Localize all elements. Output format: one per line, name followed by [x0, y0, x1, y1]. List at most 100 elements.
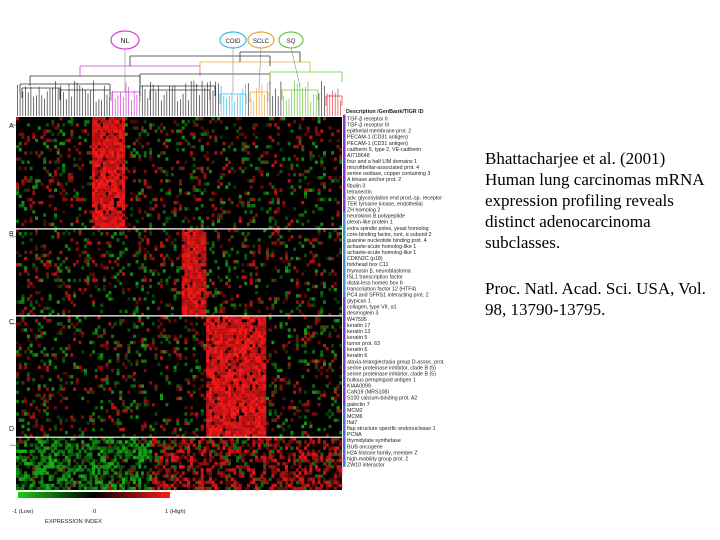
heatmap-cell: [309, 421, 313, 426]
heatmap-cell: [149, 213, 153, 217]
heatmap-cell: [81, 443, 85, 447]
heatmap-cell: [249, 480, 253, 485]
heatmap-cell: [67, 232, 71, 236]
heatmap-cell: [295, 486, 299, 491]
heatmap-cell: [252, 347, 256, 351]
heatmap-cell: [192, 486, 196, 491]
heatmap-cell: [233, 393, 237, 398]
heatmap-cell: [309, 297, 313, 301]
heatmap-cell: [43, 244, 47, 248]
heatmap-cell: [176, 362, 180, 366]
heatmap-cell: [165, 471, 169, 475]
heatmap-cell: [227, 409, 231, 413]
heatmap-cell: [18, 474, 22, 478]
heatmap-cell: [257, 381, 261, 385]
heatmap-cell: [198, 309, 202, 314]
heatmap-cell: [78, 166, 82, 171]
heatmap-cell: [260, 402, 264, 407]
heatmap-cell: [230, 359, 234, 363]
heatmap-cell: [94, 154, 98, 158]
heatmap-cell: [116, 480, 120, 485]
heatmap-cell: [51, 179, 55, 183]
heatmap-cell: [244, 434, 248, 438]
heatmap-cell: [179, 166, 183, 171]
heatmap-cell: [287, 328, 291, 332]
heatmap-cell: [26, 272, 30, 276]
heatmap-cell: [138, 250, 142, 255]
heatmap-cell: [56, 300, 60, 304]
heatmap-cell: [252, 437, 256, 441]
heatmap-cell: [94, 200, 98, 205]
heatmap-cell: [100, 483, 104, 488]
heatmap-cell: [233, 452, 237, 457]
heatmap-cell: [260, 319, 264, 323]
heatmap-cell: [184, 238, 188, 242]
heatmap-cell: [62, 465, 66, 469]
heatmap-cell: [320, 312, 324, 317]
heatmap-cell: [214, 421, 218, 426]
heatmap-cell: [151, 471, 155, 475]
heatmap-cell: [24, 256, 28, 261]
heatmap-cell: [121, 427, 125, 432]
gene-marker: [343, 151, 346, 158]
gene-label: TGF-β receptor III: [347, 123, 389, 129]
heatmap-cell: [233, 266, 237, 270]
heatmap-cell: [206, 412, 210, 416]
heatmap-cell: [219, 306, 223, 311]
heatmap-cell: [105, 381, 109, 385]
heatmap-cell: [100, 185, 104, 189]
heatmap-cell: [317, 319, 321, 323]
heatmap-cell: [89, 340, 93, 345]
heatmap-cell: [290, 334, 294, 338]
heatmap-cell: [92, 303, 96, 307]
heatmap-cell: [268, 297, 272, 301]
heatmap-cell: [67, 179, 71, 183]
heatmap-cell: [312, 443, 316, 447]
heatmap-cell: [83, 278, 87, 283]
heatmap-cell: [94, 446, 98, 450]
heatmap-cell: [173, 238, 177, 242]
heatmap-cell: [102, 194, 106, 199]
heatmap-cell: [336, 418, 340, 422]
heatmap-cell: [287, 424, 291, 429]
heatmap-cell: [54, 356, 58, 360]
heatmap-cell: [26, 455, 30, 460]
heatmap-cell: [314, 322, 318, 326]
heatmap-cell: [317, 359, 321, 363]
heatmap-cell: [113, 176, 117, 180]
heatmap-cell: [70, 176, 74, 180]
heatmap-cell: [249, 424, 253, 429]
heatmap-cell: [105, 462, 109, 466]
gene-marker: [343, 205, 346, 212]
heatmap-cell: [255, 449, 259, 453]
heatmap-cell: [54, 272, 58, 276]
heatmap-cell: [181, 452, 185, 457]
heatmap-cell: [249, 399, 253, 404]
heatmap-cell: [265, 210, 269, 214]
heatmap-cell: [132, 486, 136, 491]
heatmap-cell: [100, 129, 104, 133]
heatmap-cell: [75, 381, 79, 385]
heatmap-cell: [40, 452, 44, 457]
heatmap-cell: [43, 166, 47, 171]
heatmap-cell: [48, 306, 52, 311]
heatmap-cell: [59, 331, 63, 335]
heatmap-cell: [48, 359, 52, 363]
heatmap-cell: [211, 455, 215, 460]
heatmap-cell: [170, 312, 174, 317]
heatmap-cell: [179, 129, 183, 133]
heatmap-cell: [331, 396, 335, 401]
heatmap-cell: [192, 278, 196, 283]
heatmap-cell: [111, 117, 115, 121]
heatmap-cell: [121, 129, 125, 133]
heatmap-cell: [81, 446, 85, 450]
heatmap-cell: [140, 278, 144, 283]
heatmap-cell: [56, 148, 60, 152]
heatmap-cell: [165, 468, 169, 472]
heatmap-cell: [282, 378, 286, 382]
heatmap-cell: [159, 253, 163, 258]
heatmap-cell: [35, 247, 39, 251]
heatmap-cell: [312, 117, 316, 121]
heatmap-cell: [165, 253, 169, 258]
heatmap-cell: [29, 309, 33, 314]
